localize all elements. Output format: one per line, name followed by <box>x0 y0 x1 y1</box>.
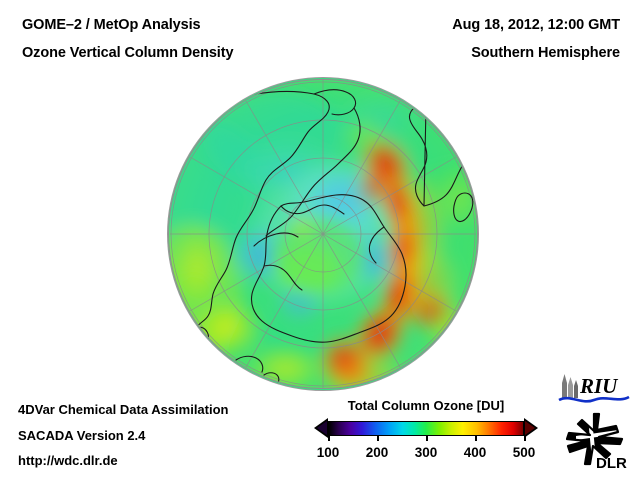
colorbar-row <box>310 418 542 441</box>
colorbar-extend-low-fill <box>317 421 327 435</box>
colorbar-tick-label: 200 <box>365 445 389 460</box>
colorbar-tick <box>328 436 330 441</box>
colorbar-tick <box>524 436 526 441</box>
footer-url: http://wdc.dlr.de <box>18 453 118 468</box>
colorbar-title: Total Column Ozone [DU] <box>347 398 505 413</box>
colorbar-tick <box>426 436 428 441</box>
colorbar-tick <box>475 436 477 441</box>
colorbar-tick-label: 300 <box>414 445 438 460</box>
colorbar-tick <box>377 436 379 441</box>
header-instrument-line: GOME–2 / MetOp Analysis <box>22 17 201 33</box>
colorbar-extend-high-fill <box>525 421 535 435</box>
footer-method: 4DVar Chemical Data Assimilation <box>18 402 229 417</box>
riu-towers-icon <box>562 374 578 398</box>
colorbar-tick-label: 400 <box>463 445 487 460</box>
dlr-logo-text: DLR <box>596 455 627 470</box>
riu-wave-icon <box>558 395 630 403</box>
riu-logo: RIU <box>556 372 632 406</box>
colorbar-tick-label: 100 <box>316 445 340 460</box>
riu-logo-text: RIU <box>579 374 619 398</box>
colorbar-ticks <box>328 436 526 441</box>
graticule <box>170 80 476 388</box>
header-product-line: Ozone Vertical Column Density <box>22 45 234 61</box>
colorbar-tick-labels: 100 200 300 400 500 <box>310 445 542 465</box>
header-region: Southern Hemisphere <box>471 45 620 61</box>
ozone-map <box>168 78 478 390</box>
header-datetime: Aug 18, 2012, 12:00 GMT <box>452 17 620 33</box>
dlr-mark-icon <box>565 412 624 466</box>
colorbar-tick-label: 500 <box>512 445 536 460</box>
globe-svg <box>168 79 478 389</box>
colorbar: Total Column Ozone [DU] 100 200 300 400 500 <box>310 398 542 465</box>
dlr-logo: DLR <box>565 412 628 472</box>
colorbar-gradient <box>328 421 524 436</box>
ozone-field <box>168 79 478 389</box>
globe-orthographic-projection <box>168 78 478 390</box>
footer-version: SACADA Version 2.4 <box>18 428 146 443</box>
